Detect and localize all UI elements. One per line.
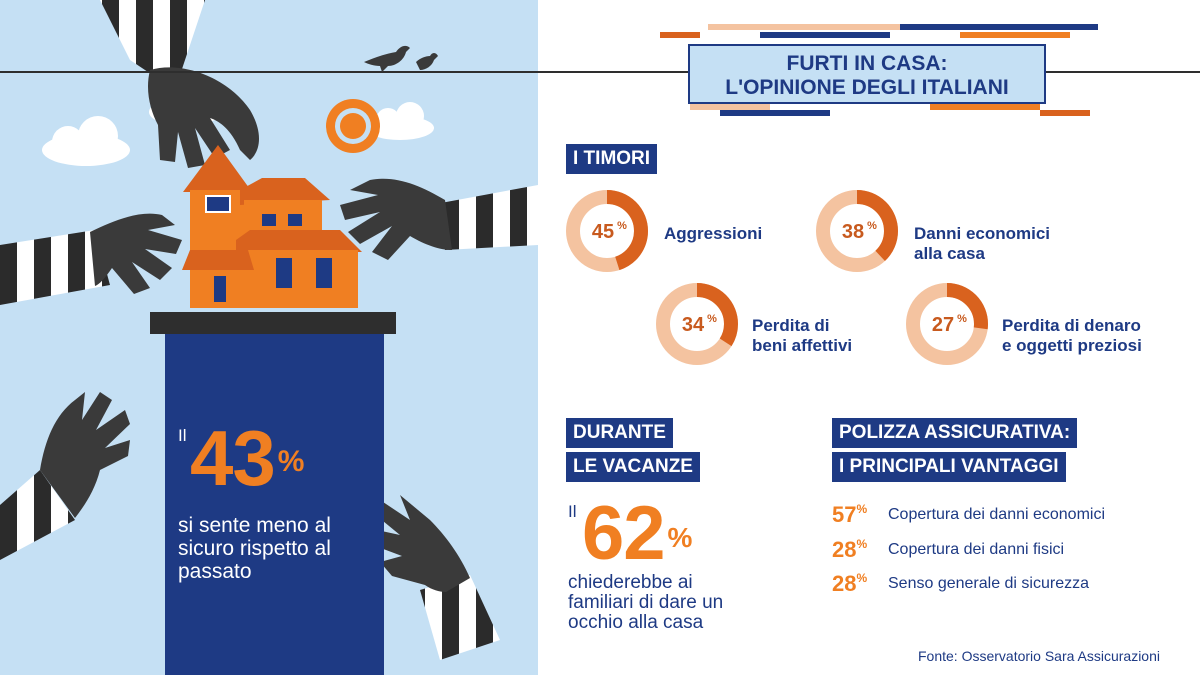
donut-slice bbox=[816, 190, 898, 272]
insurance-label-2: I PRINCIPALI VANTAGGI bbox=[832, 452, 1066, 482]
benefit-text: Copertura dei danni fisici bbox=[888, 541, 1065, 558]
benefit-unit: % bbox=[856, 537, 868, 551]
striped-arm-hand-icon bbox=[340, 178, 538, 260]
illustration bbox=[0, 0, 538, 675]
benefit-text: Copertura dei danni economici bbox=[888, 506, 1106, 523]
vacation-number: 62 bbox=[582, 491, 666, 576]
fear-label-3-line-2: e oggetti preziosi bbox=[1002, 336, 1142, 355]
vacation-unit: % bbox=[667, 522, 693, 553]
fear-label-2: Perdita di beni affettivi bbox=[752, 316, 852, 356]
fear-label-3: Perdita di denaro e oggetti preziosi bbox=[1002, 316, 1142, 356]
donut-slice bbox=[906, 283, 988, 365]
vacation-prefix: Il bbox=[568, 502, 577, 521]
headline-unit: % bbox=[277, 445, 305, 478]
benefit-number: 28 bbox=[832, 537, 857, 562]
donut-unit-label: % bbox=[617, 220, 627, 232]
title-strip bbox=[690, 104, 770, 110]
vacation-label-2: LE VACANZE bbox=[566, 452, 700, 482]
fear-label-1-line-1: Danni economici bbox=[914, 224, 1051, 243]
fear-label-2-line-2: beni affettivi bbox=[752, 336, 853, 355]
pillar bbox=[150, 312, 396, 675]
benefit-number: 57 bbox=[832, 502, 857, 527]
house-icon bbox=[182, 145, 362, 308]
headline-number: 43 bbox=[190, 414, 276, 502]
benefit-value: 57% bbox=[832, 502, 867, 528]
wire-line bbox=[0, 71, 1200, 73]
title-strip bbox=[720, 110, 830, 116]
vacation-value: 62% bbox=[582, 496, 693, 572]
benefit-unit: % bbox=[856, 571, 868, 585]
donut-value-label: 38 bbox=[842, 221, 864, 243]
headline-prefix: Il bbox=[178, 426, 187, 445]
fear-label-0: Aggressioni bbox=[664, 224, 762, 244]
fear-label-1-line-2: alla casa bbox=[914, 244, 985, 263]
striped-arm-hand-icon bbox=[368, 495, 500, 660]
cloud-icon bbox=[42, 116, 130, 166]
benefit-value: 28% bbox=[832, 537, 867, 563]
donut-unit-label: % bbox=[707, 313, 717, 325]
donut-0: 45% bbox=[566, 190, 648, 272]
insurance-label-1: POLIZZA ASSICURATIVA: bbox=[832, 418, 1078, 448]
title-strip bbox=[1040, 110, 1090, 116]
illustration-panel: Il 43% si sente meno al sicuro rispetto … bbox=[0, 0, 538, 675]
title-line-1: FURTI IN CASA: bbox=[786, 52, 948, 75]
striped-arm-hand-icon bbox=[0, 392, 130, 560]
vacation-label-1: DURANTE bbox=[566, 418, 673, 448]
donut-1: 38% bbox=[816, 190, 898, 272]
donut-2: 34% bbox=[656, 283, 738, 365]
title-strip bbox=[708, 24, 918, 30]
headline-value: 43% bbox=[190, 418, 305, 498]
sun-icon bbox=[326, 99, 380, 153]
striped-arm-hand-icon bbox=[0, 213, 182, 305]
cloud-icon bbox=[366, 102, 434, 140]
benefit-unit: % bbox=[856, 502, 868, 516]
donut-unit-label: % bbox=[867, 220, 877, 232]
fear-label-1: Danni economici alla casa bbox=[914, 224, 1050, 264]
fears-label: I TIMORI bbox=[566, 144, 658, 174]
title-strip bbox=[960, 32, 1070, 38]
title-line-2: L'OPINIONE DEGLI ITALIANI bbox=[725, 76, 1009, 99]
donut-value-label: 27 bbox=[932, 314, 954, 336]
title-strip bbox=[930, 104, 1040, 110]
source-text: Fonte: Osservatorio Sara Assicurazioni bbox=[918, 648, 1160, 664]
benefit-text: Senso generale di sicurezza bbox=[888, 575, 1090, 592]
title-strip bbox=[760, 32, 890, 38]
donut-value-label: 34 bbox=[682, 314, 705, 336]
benefit-number: 28 bbox=[832, 571, 857, 596]
striped-arm-hand-icon bbox=[100, 0, 259, 168]
donut-slice bbox=[656, 283, 738, 365]
benefit-value: 28% bbox=[832, 571, 867, 597]
bird-icon bbox=[364, 45, 438, 72]
title-strip bbox=[660, 32, 700, 38]
fear-label-0-line-1: Aggressioni bbox=[664, 224, 763, 243]
donut-slice bbox=[566, 190, 648, 272]
donut-value-label: 45 bbox=[592, 221, 614, 243]
fear-label-2-line-1: Perdita di bbox=[752, 316, 830, 335]
title-strip bbox=[900, 24, 1098, 30]
title-box: FURTI IN CASA: L'OPINIONE DEGLI ITALIANI bbox=[688, 44, 1046, 104]
fear-label-3-line-1: Perdita di denaro bbox=[1002, 316, 1141, 335]
headline-text: si sente meno al sicuro rispetto al pass… bbox=[178, 514, 331, 583]
donut-unit-label: % bbox=[957, 313, 967, 325]
vacation-text: chiederebbe ai familiari di dare un occh… bbox=[568, 572, 724, 633]
donut-3: 27% bbox=[906, 283, 988, 365]
